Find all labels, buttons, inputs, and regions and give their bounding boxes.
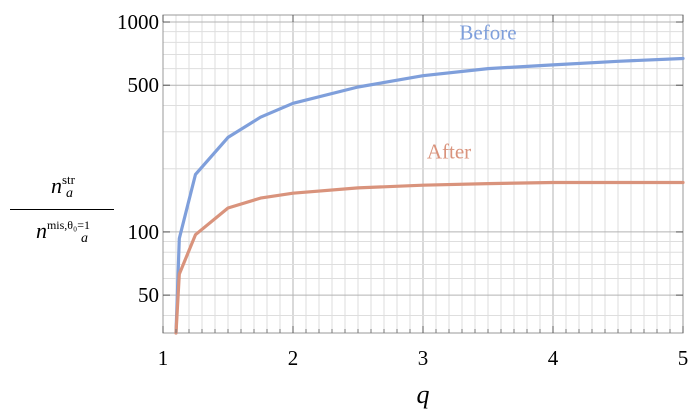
series-line-after	[174, 180, 685, 335]
y-tick-label: 1000	[117, 10, 159, 34]
y-label-numerator: nstra	[51, 172, 75, 201]
series-line-before	[174, 56, 685, 335]
x-tick-label: 5	[678, 346, 689, 370]
y-tick-label: 100	[128, 220, 160, 244]
fraction-bar	[10, 209, 114, 211]
tick-labels: Before After 1 2 3 4 5 50 100 500 1000	[117, 10, 688, 370]
x-axis-label: q	[417, 380, 430, 409]
series-label-after: After	[427, 140, 471, 164]
y-axis-label: nstra nmis,θ₀=1a	[6, 166, 118, 253]
grid-lines	[163, 15, 683, 333]
series-lines	[174, 56, 685, 335]
y-tick-label: 500	[128, 73, 160, 97]
x-tick-label: 3	[418, 346, 429, 370]
y-label-denominator: nmis,θ₀=1a	[35, 218, 91, 247]
x-tick-label: 1	[158, 346, 169, 370]
tick-marks	[162, 15, 684, 333]
y-tick-label: 50	[138, 283, 159, 307]
series-label-before: Before	[459, 21, 516, 45]
x-tick-label: 4	[548, 346, 559, 370]
x-tick-label: 2	[288, 346, 299, 370]
